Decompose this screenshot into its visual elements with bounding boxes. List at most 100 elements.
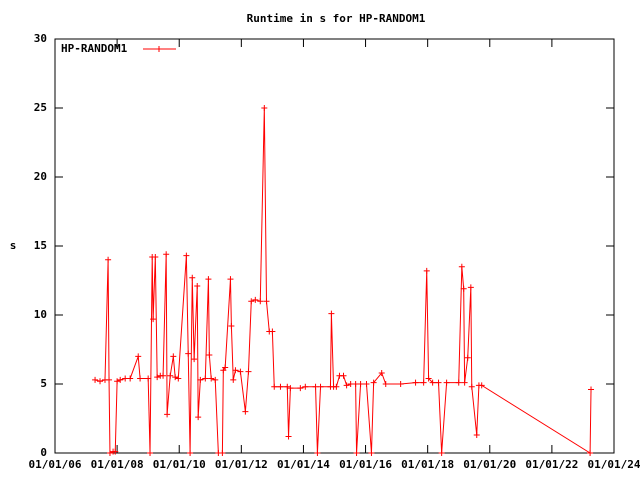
y-tick-label: 25: [34, 101, 47, 114]
point-marker: [443, 379, 450, 386]
point-marker: [97, 378, 104, 385]
point-marker: [114, 378, 121, 385]
point-marker: [328, 310, 335, 317]
point-marker: [473, 432, 480, 439]
y-tick-label: 15: [34, 239, 47, 252]
point-marker: [297, 385, 304, 392]
point-marker: [245, 368, 252, 375]
point-marker: [194, 283, 201, 290]
point-marker: [150, 316, 157, 323]
point-marker: [197, 376, 204, 383]
point-marker: [202, 375, 209, 382]
point-marker: [435, 379, 442, 386]
point-marker: [170, 353, 177, 360]
point-marker: [252, 296, 259, 303]
point-marker: [412, 379, 419, 386]
point-marker: [228, 323, 235, 330]
point-marker: [183, 252, 190, 259]
x-tick-label: 01/01/10: [153, 458, 206, 471]
legend-label: HP-RANDOM1: [61, 42, 128, 55]
point-marker: [363, 381, 370, 387]
point-marker: [357, 381, 364, 387]
x-tick-label: 01/01/06: [29, 458, 82, 471]
point-marker: [112, 448, 119, 455]
point-marker: [467, 284, 474, 291]
point-marker: [172, 374, 179, 381]
point-marker: [248, 298, 255, 305]
point-marker: [429, 379, 436, 386]
x-tick-label: 01/01/16: [339, 458, 392, 471]
plot-border: [54, 38, 615, 454]
point-marker: [343, 382, 350, 389]
point-marker: [269, 328, 276, 335]
point-marker: [230, 376, 237, 383]
point-marker: [242, 408, 249, 415]
point-marker: [105, 256, 112, 263]
point-marker: [117, 376, 124, 383]
x-tick-label: 01/01/08: [91, 458, 144, 471]
point-marker: [588, 386, 595, 393]
point-marker: [263, 298, 270, 305]
point-marker: [425, 375, 432, 382]
point-marker: [208, 375, 215, 382]
y-tick-label: 5: [40, 377, 47, 390]
x-tick-label: 01/01/12: [215, 458, 268, 471]
point-marker: [167, 372, 174, 379]
point-marker: [420, 379, 427, 386]
point-marker: [284, 383, 291, 390]
point-marker: [378, 369, 385, 376]
point-marker: [458, 263, 465, 270]
point-marker: [438, 450, 445, 456]
point-marker: [340, 372, 347, 379]
point-marker: [460, 285, 467, 292]
point-marker: [277, 383, 284, 390]
point-marker: [175, 375, 182, 382]
point-marker: [135, 353, 142, 360]
y-tick-label: 30: [34, 32, 47, 45]
point-marker: [206, 352, 213, 359]
point-marker: [147, 450, 154, 456]
legend-marker: [156, 46, 162, 52]
y-tick-label: 0: [40, 446, 47, 459]
point-marker: [455, 379, 462, 386]
point-marker: [106, 450, 113, 456]
point-marker: [397, 381, 404, 387]
point-marker: [189, 274, 196, 281]
point-marker: [187, 450, 194, 456]
point-marker: [314, 450, 321, 456]
point-marker: [106, 376, 113, 383]
point-marker: [160, 372, 167, 379]
x-tick-label: 01/01/22: [525, 458, 578, 471]
y-tick-label: 20: [34, 170, 47, 183]
point-marker: [302, 383, 309, 390]
point-marker: [587, 450, 594, 456]
point-marker: [382, 381, 389, 387]
point-marker: [92, 376, 99, 383]
point-marker: [164, 411, 171, 418]
point-marker: [237, 368, 244, 375]
chart-title: Runtime in s for HP-RANDOM1: [247, 12, 426, 25]
x-tick-label: 01/01/14: [277, 458, 330, 471]
x-tick-label: 01/01/24: [588, 458, 640, 471]
point-marker: [154, 374, 161, 381]
point-marker: [222, 364, 229, 371]
point-marker: [261, 105, 268, 111]
point-marker: [271, 383, 278, 390]
point-marker: [257, 298, 264, 305]
point-marker: [152, 254, 159, 261]
point-marker: [370, 379, 377, 386]
point-marker: [317, 383, 324, 390]
point-marker: [127, 375, 134, 382]
point-marker: [285, 433, 292, 440]
point-marker: [195, 414, 202, 421]
point-marker: [478, 382, 485, 389]
point-marker: [212, 376, 219, 383]
point-marker: [137, 375, 144, 382]
x-tick-label: 01/01/18: [401, 458, 454, 471]
point-marker: [232, 367, 239, 374]
y-axis-label: s: [10, 239, 17, 252]
point-marker: [287, 385, 294, 392]
point-marker: [185, 350, 192, 357]
series-line: [94, 107, 592, 454]
